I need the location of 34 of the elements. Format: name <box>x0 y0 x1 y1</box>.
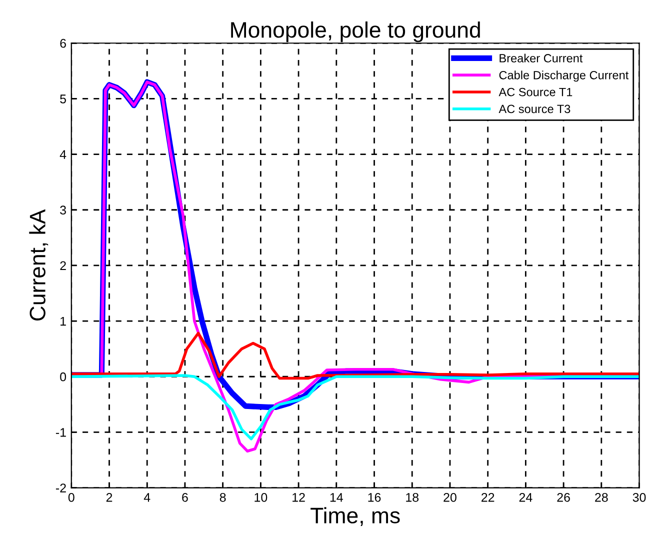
y-axis-title: Current, kA <box>29 209 48 321</box>
x-tick-label: 10 <box>254 492 268 502</box>
y-tick-label: 5 <box>60 94 66 104</box>
y-tick-label: 6 <box>60 38 66 48</box>
y-tick-label: 3 <box>60 206 66 215</box>
x-tick-label: 16 <box>368 492 381 502</box>
y-tick-label: 0 <box>60 372 66 382</box>
x-axis-title: Time, ms <box>310 507 400 526</box>
chart-title: Monopole, pole to ground <box>231 21 480 42</box>
y-tick-label: -1 <box>56 428 66 437</box>
x-tick-label: 22 <box>482 492 494 502</box>
x-tick-label: 6 <box>182 492 188 502</box>
legend-label: Breaker Current <box>500 54 583 62</box>
y-tick-label: 4 <box>60 150 66 159</box>
line-series <box>71 332 640 380</box>
x-tick-label: 2 <box>106 492 112 502</box>
x-tick-label: 20 <box>444 492 456 502</box>
y-tick-label: 2 <box>60 261 66 270</box>
x-tick-label: 4 <box>144 493 150 502</box>
x-tick-label: 26 <box>557 492 570 502</box>
x-tick-label: 24 <box>519 492 532 502</box>
line-series <box>71 374 640 440</box>
legend-label: Cable Discharge Current <box>499 70 629 82</box>
legend-label: AC Source T1 <box>498 88 572 96</box>
x-tick-label: 28 <box>595 492 608 502</box>
x-tick-label: 14 <box>330 493 343 502</box>
x-tick-label: 8 <box>220 492 226 502</box>
x-tick-label: 30 <box>632 492 646 502</box>
x-tick-label: 18 <box>406 492 419 502</box>
y-tick-label: -2 <box>56 484 66 492</box>
legend-label: AC source T3 <box>498 104 570 114</box>
x-tick-label: 12 <box>292 492 305 502</box>
x-tick-label: 0 <box>68 492 74 502</box>
y-tick-label: 1 <box>60 316 66 326</box>
